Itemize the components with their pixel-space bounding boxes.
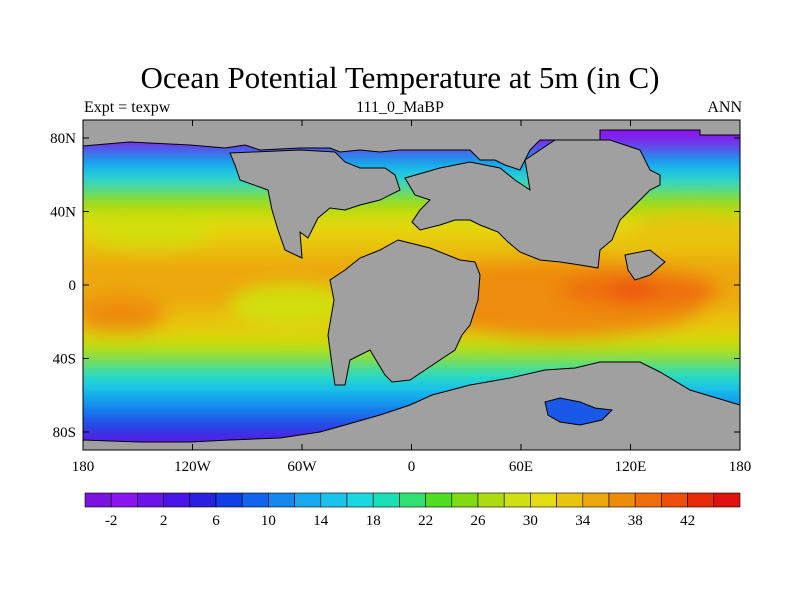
colorbar-swatch (556, 492, 584, 508)
x-tick-label: 60W (287, 459, 317, 475)
colorbar-swatch (110, 492, 138, 508)
colorbar-swatch (241, 492, 269, 508)
y-tick-label: 80N (50, 131, 76, 147)
land-eurasia (404, 139, 661, 269)
x-tick-label: 180 (72, 459, 95, 475)
land-africa-america (327, 239, 481, 386)
colorbar-labels: -2 2 6 10 14 18 22 26 30 34 38 42 (105, 513, 695, 529)
season-label: ANN (707, 99, 742, 116)
colorbar-swatch (530, 492, 557, 508)
x-tick-label: 120W (174, 459, 212, 475)
land-southeast-asia (624, 249, 666, 281)
colorbar-swatch (425, 492, 453, 508)
colorbar-label: 10 (261, 513, 276, 529)
colorbar-label: 42 (680, 513, 695, 529)
colorbar-swatch (268, 492, 295, 508)
land-southern (83, 361, 740, 450)
colorbar-swatch (346, 492, 374, 508)
y-tick-label: 40S (53, 352, 76, 368)
y-tick-label: 0 (69, 278, 77, 294)
chart-title: Ocean Potential Temperature at 5m (in C) (140, 60, 660, 95)
colorbar-swatch (189, 492, 217, 508)
colorbar-swatch (137, 492, 164, 508)
colorbar-label: 14 (313, 513, 329, 529)
x-tick-label: 120E (615, 459, 647, 475)
time-label: 111_0_MaBP (356, 99, 444, 116)
colorbar-label: 34 (575, 513, 591, 529)
colorbar-swatch (634, 492, 662, 508)
antarctic-pools (544, 397, 614, 426)
colorbar-swatch (451, 492, 479, 508)
y-axis: 80N 40N 0 40S 80S (50, 131, 740, 441)
colorbar-swatch (320, 492, 348, 508)
colorbar-swatch (163, 492, 191, 508)
colorbar-label: 30 (523, 513, 538, 529)
colorbar-swatch (713, 492, 741, 508)
colorbar-swatch (294, 492, 322, 508)
colorbar-label: 38 (628, 513, 643, 529)
colorbar-swatch (582, 492, 610, 508)
colorbar-label: 6 (212, 513, 220, 529)
colorbar-swatch (215, 492, 243, 508)
x-axis: 180 120W 60W 0 60E 120E 180 (72, 120, 752, 475)
colorbar-label: 26 (471, 513, 487, 529)
colorbar-label: -2 (105, 513, 118, 529)
colorbar-swatch (687, 492, 715, 508)
x-tick-label: 180 (729, 459, 752, 475)
y-tick-label: 40N (50, 205, 76, 221)
colorbar-swatch (372, 492, 400, 508)
colorbar-label: 22 (418, 513, 433, 529)
x-tick-label: 60E (509, 459, 533, 475)
land-arctic (83, 120, 740, 171)
colorbar-label: 2 (160, 513, 168, 529)
colorbar-swatch (608, 492, 636, 508)
colorbar-swatch (477, 492, 505, 508)
x-tick-label: 0 (408, 459, 416, 475)
y-tick-label: 80S (53, 425, 76, 441)
colorbar (84, 492, 741, 508)
colorbar-swatch (661, 492, 688, 508)
colorbar-label: 18 (366, 513, 381, 529)
colorbar-swatch (503, 492, 531, 508)
colorbar-swatch (84, 492, 112, 508)
land-layer (83, 120, 740, 450)
experiment-label: Expt = texpw (84, 99, 171, 116)
land-north-america (229, 149, 401, 259)
colorbar-swatch (399, 492, 426, 508)
